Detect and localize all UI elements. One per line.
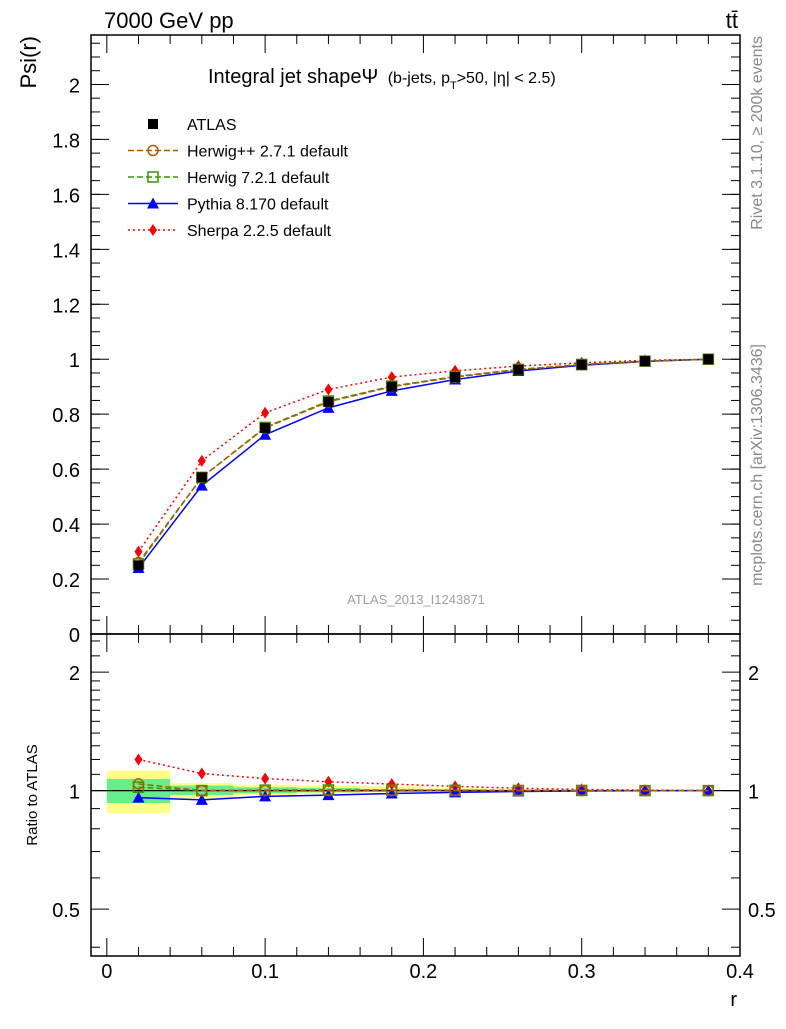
main-title: Integral jet shapeΨ (b-jets, pT>50, |η| … <box>208 66 556 92</box>
main-data-layer <box>132 353 714 573</box>
legend-label-herwig7: Herwig 7.2.1 default <box>187 170 330 187</box>
side-label-bottom: mcplots.cern.ch [arXiv:1306.3436] <box>749 344 766 586</box>
main-ytick-label: 0.8 <box>52 405 80 427</box>
ratio-ytick-label-right: 1 <box>748 782 759 804</box>
main-title-detail: (b-jets, p <box>388 70 450 87</box>
series-line-pythia <box>138 359 708 568</box>
legend: ATLAS Herwig++ 2.7.1 default Herwig 7.2.1 … <box>128 117 349 240</box>
x-tick-label: 0 <box>101 961 112 983</box>
x-axis-label: r <box>730 989 737 1011</box>
legend-label-herwigpp: Herwig++ 2.7.1 default <box>187 144 349 161</box>
ratio-ytick-label-left: 0.5 <box>52 900 80 922</box>
analysis-label: ATLAS_2013_I1243871 <box>347 592 485 607</box>
x-tick-label: 0.2 <box>410 961 438 983</box>
main-ytick-label: 1.4 <box>52 240 80 262</box>
data-point-sherpa <box>261 407 269 419</box>
legend-label-sherpa: Sherpa 2.2.5 default <box>187 223 332 240</box>
main-title-main: Integral jet shapeΨ <box>208 66 378 88</box>
data-point-atlas <box>703 354 713 364</box>
side-label-top: Rivet 3.1.10, ≥ 200k events <box>749 36 766 230</box>
legend-marker-atlas <box>148 119 158 129</box>
ratio-ylabel: Ratio to ATLAS <box>24 744 41 845</box>
main-ytick-label: 1 <box>69 350 80 372</box>
ratio-panel: 0.5 0.5 1 1 2 2 0 0.1 0.2 0.3 0.4 Ratio to ATLAS r <box>24 634 776 1011</box>
data-point-atlas <box>577 360 587 370</box>
energy-label: 7000 GeV pp <box>104 8 234 33</box>
main-ytick-label: 0.2 <box>52 570 80 592</box>
main-title-tail: >50, |η| < 2.5) <box>457 70 556 87</box>
main-ytick-label: 0 <box>69 625 80 647</box>
main-ytick-label: 1.6 <box>52 185 80 207</box>
main-ylabel: Psi(r) <box>16 36 41 89</box>
series-line-herwigpp <box>138 359 708 562</box>
main-ytick-label: 1.8 <box>52 130 80 152</box>
main-ytick-label: 0.4 <box>52 515 80 537</box>
data-point-atlas <box>450 372 460 382</box>
ratio-point-sherpa <box>134 753 142 765</box>
data-point-atlas <box>387 382 397 392</box>
data-point-atlas <box>323 397 333 407</box>
main-ytick-label: 2 <box>69 75 80 97</box>
main-ytick-label: 0.6 <box>52 460 80 482</box>
data-point-sherpa <box>324 383 332 395</box>
x-tick-label: 0.4 <box>726 961 754 983</box>
ratio-ytick-label-left: 1 <box>69 782 80 804</box>
ratio-data-layer <box>91 753 740 813</box>
main-panel: 0 0.2 0.4 0.6 0.8 1 1.2 1.4 1.6 1.8 2 Integral jet… <box>16 35 740 647</box>
data-point-atlas <box>640 356 650 366</box>
main-ytick-label: 1.2 <box>52 295 80 317</box>
series-line-sherpa <box>138 359 708 551</box>
ratio-point-sherpa <box>261 773 269 785</box>
data-point-atlas <box>133 560 143 570</box>
series-line-herwig7 <box>138 359 708 564</box>
data-point-atlas <box>513 365 523 375</box>
ratio-ytick-label-left: 2 <box>69 663 80 685</box>
legend-label-atlas: ATLAS <box>187 117 237 134</box>
x-tick-label: 0.3 <box>568 961 596 983</box>
ratio-ytick-label-right: 2 <box>748 663 759 685</box>
data-point-atlas <box>197 472 207 482</box>
data-point-atlas <box>260 423 270 433</box>
legend-label-pythia: Pythia 8.170 default <box>187 197 329 214</box>
ratio-point-sherpa <box>198 768 206 780</box>
x-tick-label: 0.1 <box>251 961 279 983</box>
legend-marker-sherpa <box>149 224 157 236</box>
process-label: tt̄ <box>726 8 738 33</box>
ratio-ytick-label-right: 0.5 <box>748 900 776 922</box>
